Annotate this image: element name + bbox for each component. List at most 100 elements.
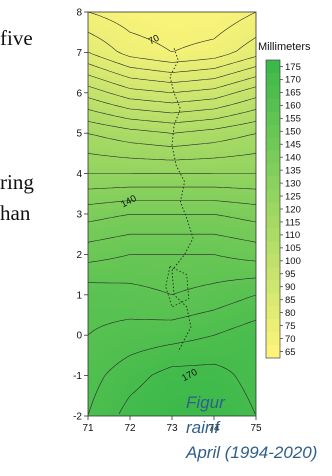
field-cell bbox=[124, 328, 129, 333]
field-cell bbox=[148, 188, 153, 193]
field-cell bbox=[188, 412, 193, 416]
field-cell bbox=[128, 284, 133, 289]
field-cell bbox=[188, 404, 193, 409]
field-cell bbox=[172, 388, 177, 393]
field-cell bbox=[184, 364, 189, 369]
field-cell bbox=[128, 44, 133, 49]
field-cell bbox=[224, 236, 229, 241]
field-cell bbox=[104, 256, 109, 261]
field-cell bbox=[128, 292, 133, 297]
field-cell bbox=[124, 236, 129, 241]
field-cell bbox=[132, 356, 137, 361]
field-cell bbox=[156, 252, 161, 257]
field-cell bbox=[108, 112, 113, 117]
field-cell bbox=[240, 64, 245, 69]
field-cell bbox=[248, 388, 253, 393]
field-cell bbox=[152, 76, 157, 81]
field-cell bbox=[88, 288, 93, 293]
field-cell bbox=[212, 180, 217, 185]
field-cell bbox=[156, 312, 161, 317]
field-cell bbox=[184, 328, 189, 333]
field-cell bbox=[148, 280, 153, 285]
field-cell bbox=[164, 236, 169, 241]
field-cell bbox=[224, 348, 229, 353]
field-cell bbox=[228, 128, 233, 133]
field-cell bbox=[144, 244, 149, 249]
field-cell bbox=[192, 364, 197, 369]
field-cell bbox=[136, 172, 141, 177]
field-cell bbox=[108, 332, 113, 337]
field-cell bbox=[112, 108, 117, 113]
field-cell bbox=[228, 68, 233, 73]
field-cell bbox=[156, 352, 161, 357]
field-cell bbox=[152, 328, 157, 333]
field-cell bbox=[224, 144, 229, 149]
field-cell bbox=[188, 56, 193, 61]
field-cell bbox=[192, 224, 197, 229]
field-cell bbox=[212, 352, 217, 357]
field-cell bbox=[136, 108, 141, 113]
field-cell bbox=[228, 80, 233, 85]
field-cell bbox=[240, 376, 245, 381]
field-cell bbox=[232, 24, 237, 29]
field-cell bbox=[92, 212, 97, 217]
field-cell bbox=[108, 16, 113, 21]
field-cell bbox=[108, 288, 113, 293]
field-cell bbox=[216, 32, 221, 37]
field-cell bbox=[124, 132, 129, 137]
field-cell bbox=[196, 188, 201, 193]
field-cell bbox=[224, 240, 229, 245]
field-cell bbox=[168, 168, 173, 173]
field-cell bbox=[88, 144, 93, 149]
field-cell bbox=[228, 52, 233, 57]
legend-swatch bbox=[266, 280, 280, 294]
field-cell bbox=[164, 308, 169, 313]
field-cell bbox=[192, 84, 197, 89]
field-cell bbox=[156, 396, 161, 401]
field-cell bbox=[192, 256, 197, 261]
field-cell bbox=[232, 384, 237, 389]
field-cell bbox=[116, 176, 121, 181]
field-cell bbox=[248, 352, 253, 357]
field-cell bbox=[204, 244, 209, 249]
field-cell bbox=[228, 228, 233, 233]
field-cell bbox=[104, 136, 109, 141]
field-cell bbox=[220, 308, 225, 313]
field-cell bbox=[124, 224, 129, 229]
field-cell bbox=[104, 116, 109, 121]
field-cell bbox=[128, 364, 133, 369]
field-cell bbox=[220, 160, 225, 165]
field-cell bbox=[92, 272, 97, 277]
field-cell bbox=[212, 220, 217, 225]
field-cell bbox=[224, 364, 229, 369]
field-cell bbox=[132, 204, 137, 209]
field-cell bbox=[176, 160, 181, 165]
field-cell bbox=[236, 108, 241, 113]
field-cell bbox=[252, 324, 256, 329]
field-cell bbox=[248, 236, 253, 241]
field-cell bbox=[140, 44, 145, 49]
field-cell bbox=[232, 208, 237, 213]
field-cell bbox=[192, 168, 197, 173]
field-cell bbox=[232, 20, 237, 25]
field-cell bbox=[140, 340, 145, 345]
field-cell bbox=[92, 292, 97, 297]
field-cell bbox=[240, 308, 245, 313]
field-cell bbox=[104, 196, 109, 201]
field-cell bbox=[160, 56, 165, 61]
field-cell bbox=[160, 172, 165, 177]
field-cell bbox=[152, 184, 157, 189]
field-cell bbox=[164, 252, 169, 257]
field-cell bbox=[88, 368, 93, 373]
field-cell bbox=[168, 296, 173, 301]
field-cell bbox=[112, 56, 117, 61]
field-cell bbox=[128, 88, 133, 93]
field-cell bbox=[212, 340, 217, 345]
field-cell bbox=[212, 388, 217, 393]
field-cell bbox=[96, 324, 101, 329]
field-cell bbox=[144, 44, 149, 49]
field-cell bbox=[160, 24, 165, 29]
field-cell bbox=[116, 92, 121, 97]
field-cell bbox=[176, 332, 181, 337]
field-cell bbox=[112, 32, 117, 37]
